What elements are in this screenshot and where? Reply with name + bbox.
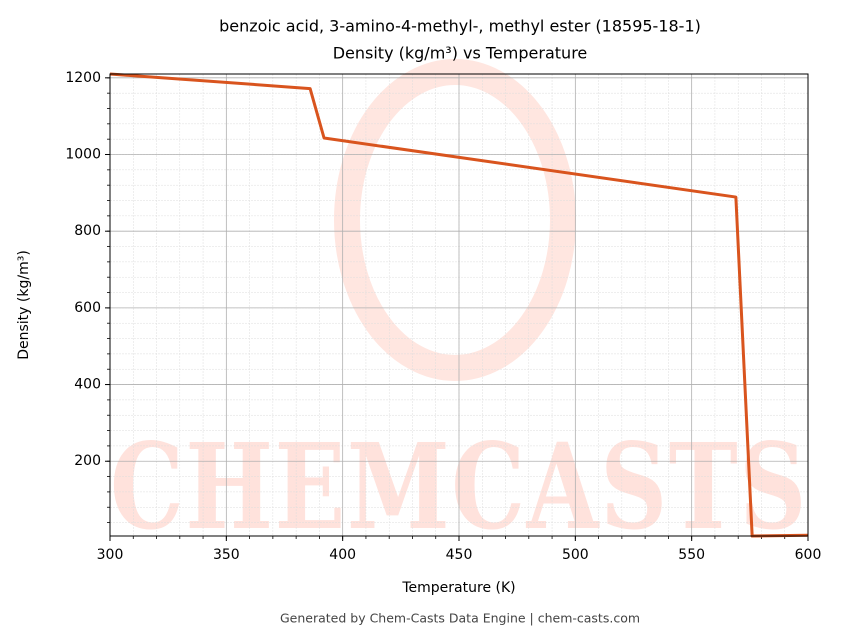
y-tick-label: 800 (74, 223, 101, 239)
y-tick-label: 1200 (65, 70, 101, 86)
x-tick-label: 350 (213, 547, 240, 563)
chart-title: benzoic acid, 3-amino-4-methyl-, methyl … (219, 17, 701, 36)
x-tick-label: 400 (329, 547, 356, 563)
y-tick-label: 600 (74, 300, 101, 316)
x-axis-label: Temperature (K) (401, 580, 515, 596)
y-axis-label: Density (kg/m³) (16, 250, 32, 360)
plot-frame (109, 73, 809, 537)
x-tick-label: 450 (446, 547, 473, 563)
chart-subtitle: Density (kg/m³) vs Temperature (333, 44, 588, 63)
y-tick-label: 200 (74, 453, 101, 469)
x-tick-label: 550 (678, 547, 705, 563)
y-tick-label: 400 (74, 377, 101, 393)
watermark-logo (334, 59, 576, 381)
x-tick-label: 600 (795, 547, 822, 563)
grid (109, 74, 809, 536)
x-tick-label: 300 (97, 547, 124, 563)
footer: Generated by Chem-Casts Data Engine | ch… (280, 611, 640, 626)
y-tick-label: 1000 (65, 147, 101, 163)
x-tick-label: 500 (562, 547, 589, 563)
